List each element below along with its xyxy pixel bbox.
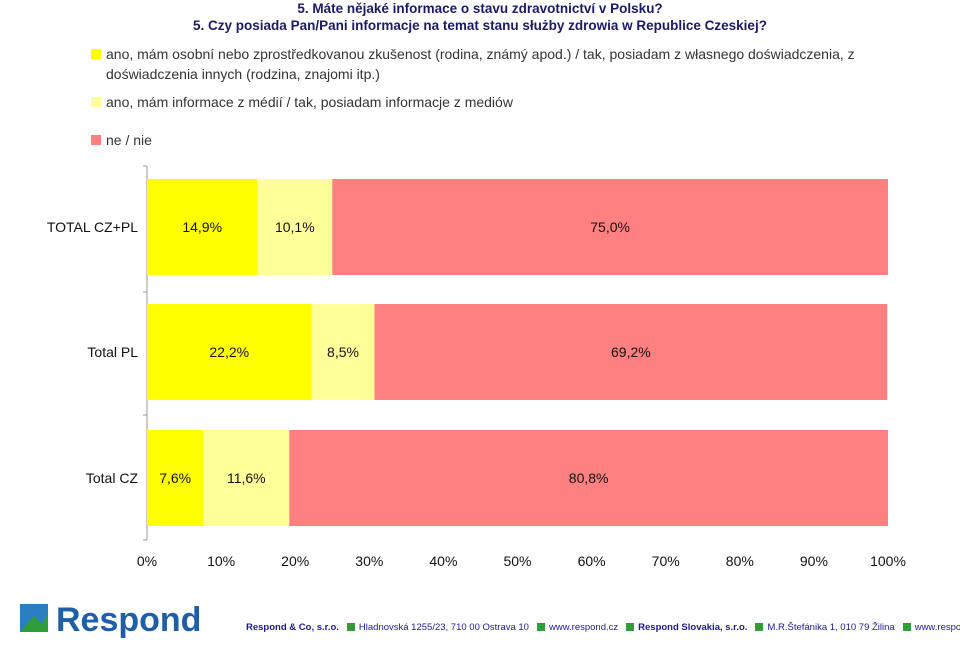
data-label: 80,8% xyxy=(569,470,609,486)
legend-swatch-media xyxy=(91,97,101,107)
category-label: Total CZ xyxy=(86,470,139,486)
bar-segment xyxy=(332,179,888,275)
chart-title: 5. Máte nějaké informace o stavu zdravot… xyxy=(0,0,960,34)
category-label: Total PL xyxy=(87,344,138,360)
logo-text: Respond xyxy=(56,601,201,639)
x-tick-label: 10% xyxy=(207,553,235,569)
bullet-icon xyxy=(626,623,635,631)
respond-logo: Respond xyxy=(20,600,230,645)
legend-item-media: ano, mám informace z médií / tak, posiad… xyxy=(91,92,891,112)
bar-segment xyxy=(289,430,889,526)
bar-segment xyxy=(147,304,312,400)
data-label: 11,6% xyxy=(227,470,266,486)
footer-web-cz[interactable]: www.respond.cz xyxy=(548,622,619,633)
title-line-pl: 5. Czy posiada Pan/Pani informacje na te… xyxy=(193,18,767,33)
x-tick-label: 80% xyxy=(726,553,754,569)
bullet-icon xyxy=(346,623,355,631)
x-tick-label: 40% xyxy=(429,553,457,569)
data-label: 22,2% xyxy=(209,344,249,360)
x-tick-label: 90% xyxy=(800,553,828,569)
x-tick-label: 0% xyxy=(137,553,157,569)
bar-segment xyxy=(374,304,888,400)
data-label: 8,5% xyxy=(327,344,359,360)
legend-swatch-experience xyxy=(91,49,101,59)
bullet-icon xyxy=(902,623,911,631)
data-label: 69,2% xyxy=(611,344,651,360)
data-label: 75,0% xyxy=(590,219,630,235)
footer-address-sk: M.R.Štefánika 1, 010 79 Žilina xyxy=(767,622,895,633)
stacked-bar-chart: 14,9% 10,1% 75,0% TOTAL CZ+PL 22,2% 8,5% 69,2%… xyxy=(47,165,906,569)
legend-item-experience: ano, mám osobní nebo zprostředkovanou zk… xyxy=(91,44,891,84)
bullet-icon xyxy=(755,623,764,631)
legend-swatch-no xyxy=(91,135,101,145)
legend-label-media: ano, mám informace z médií / tak, posiad… xyxy=(106,94,513,110)
legend: ano, mám osobní nebo zprostředkovanou zk… xyxy=(91,44,891,158)
x-tick-label: 100% xyxy=(870,553,906,569)
x-tick-label: 50% xyxy=(503,553,531,569)
x-tick-label: 20% xyxy=(281,553,309,569)
bar-segment xyxy=(257,179,333,275)
x-tick-label: 60% xyxy=(578,553,606,569)
footer-web-sk[interactable]: www.respond.sk xyxy=(914,622,960,633)
data-label: 7,6% xyxy=(159,470,191,486)
x-tick-label: 30% xyxy=(355,553,383,569)
footer-company-cz: Respond & Co, s.r.o. xyxy=(246,622,339,633)
legend-label-experience: ano, mám osobní nebo zprostředkovanou zk… xyxy=(106,46,855,82)
bullet-icon xyxy=(536,623,545,631)
legend-label-no: ne / nie xyxy=(106,132,152,148)
data-label: 14,9% xyxy=(182,219,222,235)
bar-segment xyxy=(311,304,375,400)
bar-segment xyxy=(147,430,204,526)
bar-segment xyxy=(147,179,258,275)
legend-item-no: ne / nie xyxy=(91,130,891,150)
logo-mark-accent xyxy=(20,614,48,632)
category-label: TOTAL CZ+PL xyxy=(47,219,138,235)
x-tick-label: 70% xyxy=(652,553,680,569)
bar-segment xyxy=(203,430,290,526)
footer: Respond & Co, s.r.o. Hladnovská 1255/23, … xyxy=(246,622,960,633)
title-line-cz: 5. Máte nějaké informace o stavu zdravot… xyxy=(297,1,663,16)
footer-company-sk: Respond Slovakia, s.r.o. xyxy=(638,622,748,633)
data-label: 10,1% xyxy=(275,219,315,235)
footer-address-cz: Hladnovská 1255/23, 710 00 Ostrava 10 xyxy=(358,622,529,633)
